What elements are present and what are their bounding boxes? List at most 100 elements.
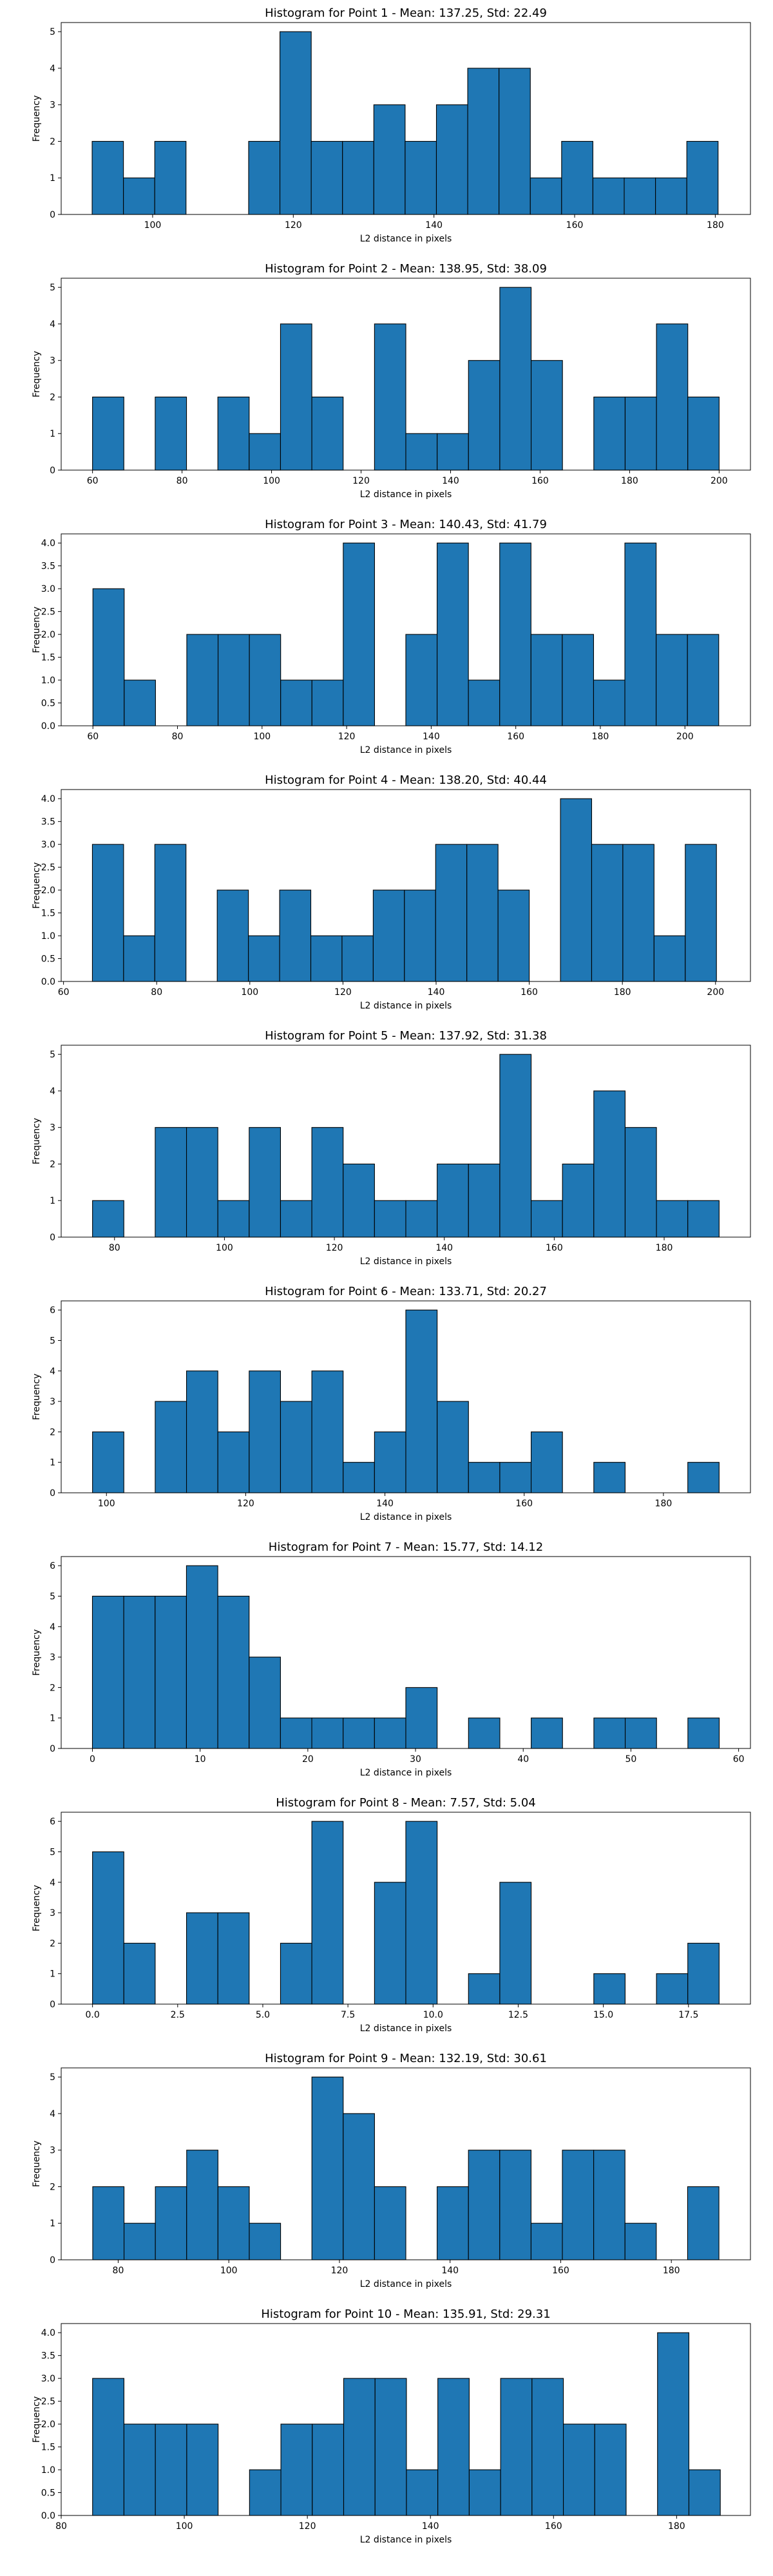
histogram-bar <box>499 1882 532 2005</box>
histogram-bar <box>688 2469 721 2516</box>
histogram-bar <box>687 1942 720 2005</box>
histogram-bar <box>530 360 563 471</box>
histogram-bar <box>343 1718 375 1749</box>
y-tick-label: 5 <box>50 1847 55 1857</box>
x-tick-label: 120 <box>299 2521 316 2532</box>
y-axis-label: Frequency <box>32 351 42 397</box>
histogram-bar <box>249 1370 282 1493</box>
y-tick-label: 3.5 <box>41 562 55 572</box>
axes-frame <box>61 2323 751 2516</box>
x-tick-label: 160 <box>507 732 524 742</box>
histogram-bar <box>249 1127 282 1238</box>
x-axis-label: L2 distance in pixels <box>360 1256 452 1267</box>
histogram-bars <box>91 798 717 982</box>
histogram-bar <box>624 396 657 471</box>
x-tick-label: 80 <box>113 2266 124 2276</box>
y-tick-label: 2.0 <box>41 630 55 640</box>
x-tick-label: 100 <box>253 732 271 742</box>
y-tick-label: 4 <box>50 1622 55 1633</box>
chart-title: Histogram for Point 6 - Mean: 133.71, St… <box>265 1285 547 1298</box>
x-tick-label: 80 <box>55 2521 67 2532</box>
y-tick-label: 2 <box>50 1683 55 1693</box>
histogram-bar <box>437 1163 469 1238</box>
y-tick-label: 2.5 <box>41 863 55 873</box>
y-tick-label: 3 <box>50 100 55 111</box>
histogram-bar <box>437 433 469 471</box>
histogram-bar <box>687 2186 720 2260</box>
y-tick-label: 0 <box>50 210 55 220</box>
x-tick-label: 160 <box>531 476 549 486</box>
x-tick-label: 30 <box>410 1754 421 1765</box>
histogram-bar <box>624 1127 657 1238</box>
histogram-bar <box>280 1200 312 1238</box>
histogram-bar <box>186 1127 218 1238</box>
histogram-bar <box>343 2378 376 2516</box>
histogram-bar <box>123 935 155 982</box>
y-tick-label: 5 <box>50 2072 55 2083</box>
histogram-bar <box>92 2186 125 2260</box>
x-axis-label: L2 distance in pixels <box>360 1512 452 1522</box>
histogram-bar <box>343 1462 375 1493</box>
x-tick-label: 120 <box>331 2266 348 2276</box>
y-tick-label: 2 <box>50 2182 55 2192</box>
histogram-bar <box>405 634 438 726</box>
x-tick-label: 12.5 <box>508 2010 528 2020</box>
histogram-bar <box>217 1200 250 1238</box>
y-tick-label: 0.0 <box>41 721 55 732</box>
histogram-bar <box>279 889 312 982</box>
histogram-chart-8: Histogram for Point 8 - Mean: 7.57, Std:… <box>32 1796 751 2034</box>
histogram-bar <box>468 2150 501 2260</box>
histogram-bar <box>435 844 468 982</box>
histogram-bar <box>342 140 374 215</box>
x-tick-label: 100 <box>176 2521 193 2532</box>
histogram-bar <box>594 2423 627 2516</box>
histogram-bar <box>499 1054 532 1238</box>
x-tick-label: 160 <box>552 2266 569 2276</box>
y-tick-label: 4 <box>50 1086 55 1097</box>
y-tick-label: 1.5 <box>41 909 55 919</box>
x-tick-label: 140 <box>441 2266 459 2276</box>
histogram-bar <box>248 935 280 982</box>
histogram-bar <box>343 542 375 726</box>
histogram-bar <box>593 1718 626 1749</box>
histogram-bar <box>653 935 686 982</box>
x-tick-label: 120 <box>326 1243 343 1253</box>
histogram-bar <box>374 1200 406 1238</box>
histogram-bar <box>562 2150 595 2260</box>
histogram-bar <box>437 2186 469 2260</box>
histogram-bar <box>562 1163 595 1238</box>
histogram-bar <box>92 2378 124 2516</box>
x-tick-label: 140 <box>376 1499 394 1509</box>
chart-title: Histogram for Point 9 - Mean: 132.19, St… <box>265 2052 547 2065</box>
histogram-bar <box>280 1718 312 1749</box>
histogram-bar <box>562 634 595 726</box>
histogram-bar <box>217 1431 250 1493</box>
histogram-bar <box>124 679 156 726</box>
chart-title: Histogram for Point 5 - Mean: 137.92, St… <box>265 1029 547 1043</box>
histogram-bar <box>405 140 437 215</box>
axes-frame <box>61 533 751 726</box>
x-tick-label: 180 <box>614 987 631 998</box>
histogram-bar <box>655 177 687 215</box>
axes-frame <box>61 1045 751 1238</box>
histogram-bar <box>249 433 282 471</box>
x-tick-label: 200 <box>707 987 724 998</box>
y-tick-label: 1.5 <box>41 2443 55 2453</box>
histogram-bar <box>593 1973 626 2005</box>
y-axis-label: Frequency <box>32 862 42 909</box>
histogram-bar <box>404 889 436 982</box>
histogram-bar <box>624 177 656 215</box>
histogram-bar <box>593 396 626 471</box>
y-tick-label: 1.0 <box>41 931 55 942</box>
y-tick-label: 2.0 <box>41 2420 55 2430</box>
histogram-bar <box>499 2150 531 2260</box>
histogram-bar <box>499 542 531 726</box>
histogram-bar <box>249 2469 282 2516</box>
y-tick-label: 6 <box>50 1561 55 1571</box>
histogram-bar <box>530 1200 563 1238</box>
x-tick-label: 60 <box>58 987 70 998</box>
x-tick-label: 200 <box>711 476 728 486</box>
histogram-bar <box>467 68 500 215</box>
y-tick-label: 1 <box>50 429 55 439</box>
y-tick-label: 0 <box>50 466 55 476</box>
